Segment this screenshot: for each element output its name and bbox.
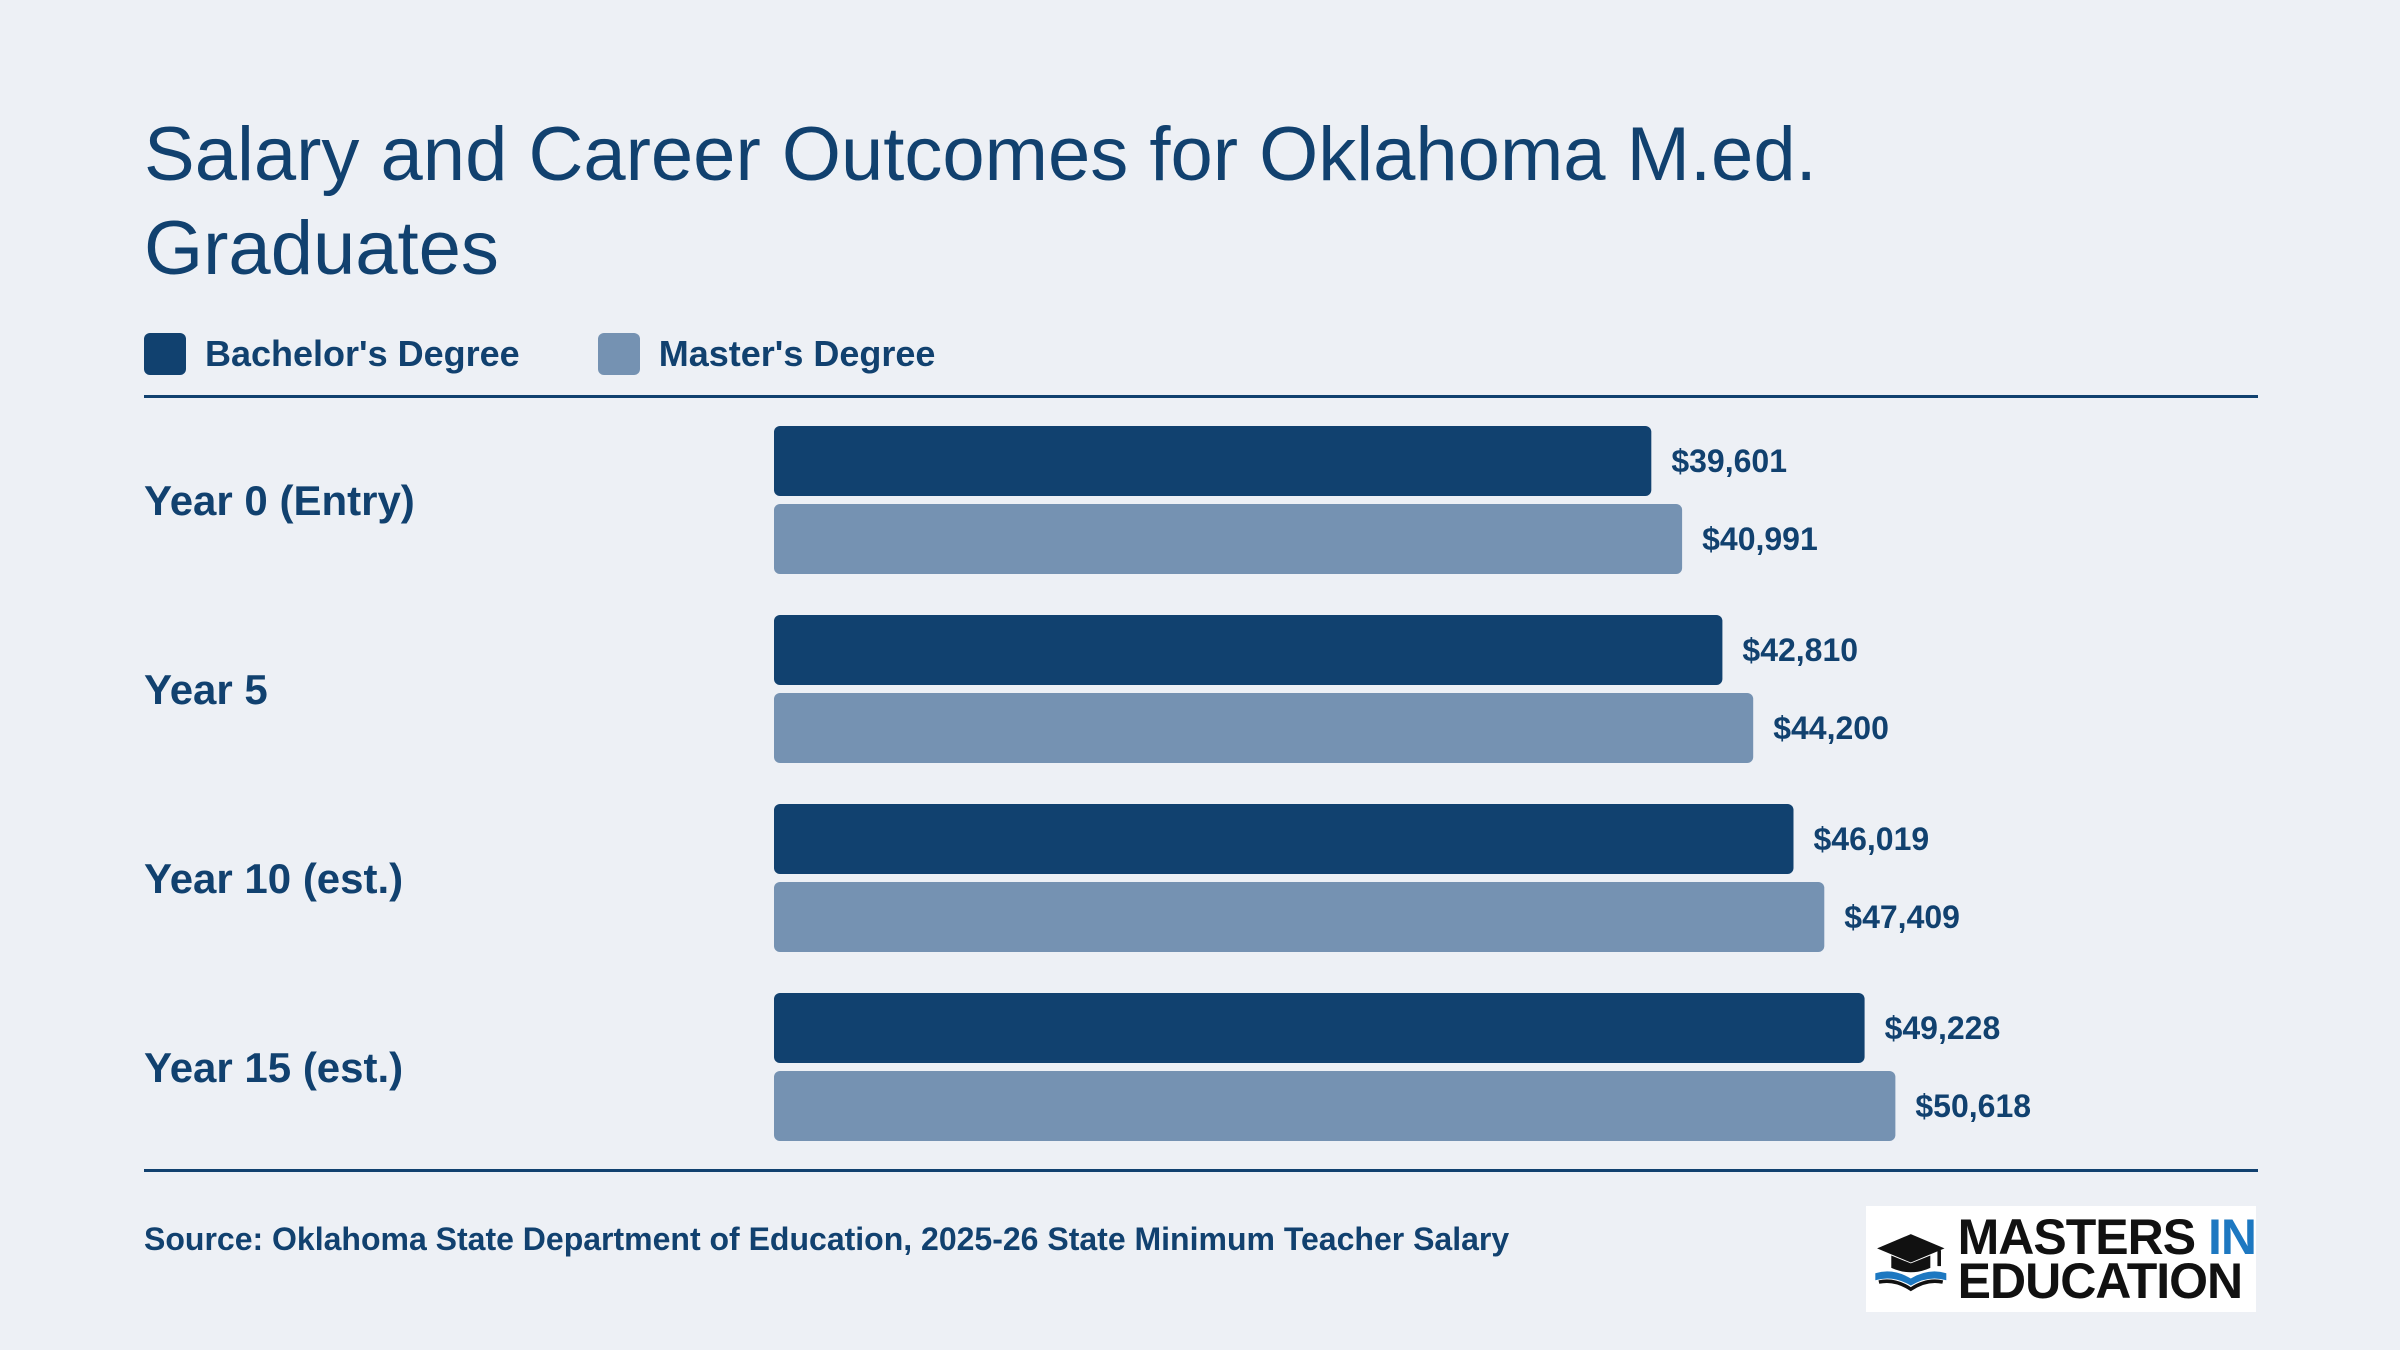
bottom-divider xyxy=(144,1169,2258,1172)
category-label-year-5: Year 5 xyxy=(144,666,268,713)
value-label-bachelor-s-degree-year-15-est: $49,228 xyxy=(1885,1010,2001,1046)
legend-item-master: Master's Degree xyxy=(597,333,936,375)
value-label-bachelor-s-degree-year-10-est: $46,019 xyxy=(1813,821,1929,857)
bar-master-s-degree-year-10-est xyxy=(774,882,1825,952)
category-label-year-0-entry: Year 0 (Entry) xyxy=(144,477,415,524)
value-label-bachelor-s-degree-year-0-entry: $39,601 xyxy=(1671,443,1787,479)
logo-word-masters: MASTERS xyxy=(1957,1209,2196,1265)
value-label-master-s-degree-year-15-est: $50,618 xyxy=(1915,1088,2031,1124)
bar-master-s-degree-year-5 xyxy=(774,693,1754,763)
masters-in-education-logo: MASTERS IN EDUCATION xyxy=(1866,1206,2257,1312)
value-label-bachelor-s-degree-year-5: $42,810 xyxy=(1742,632,1858,668)
category-label-year-10-est: Year 10 (est.) xyxy=(144,855,403,902)
bar-bachelor-s-degree-year-0-entry xyxy=(774,426,1652,496)
source-note: Source: Oklahoma State Department of Edu… xyxy=(144,1221,1510,1257)
value-label-master-s-degree-year-10-est: $47,409 xyxy=(1844,899,1960,935)
legend-item-bachelor: Bachelor's Degree xyxy=(144,333,520,375)
legend-label-bachelor: Bachelor's Degree xyxy=(205,333,520,374)
legend: Bachelor's Degree Master's Degree xyxy=(144,332,1013,376)
value-label-master-s-degree-year-5: $44,200 xyxy=(1773,710,1889,746)
legend-label-master: Master's Degree xyxy=(658,333,936,374)
graduation-cap-book-icon xyxy=(1875,1234,1947,1292)
bar-master-s-degree-year-0-entry xyxy=(774,504,1683,574)
logo-wordmark: MASTERS IN EDUCATION xyxy=(1957,1212,2257,1309)
legend-swatch-master xyxy=(597,333,640,375)
bar-master-s-degree-year-15-est xyxy=(774,1071,1896,1141)
bar-bachelor-s-degree-year-5 xyxy=(774,615,1723,685)
value-label-master-s-degree-year-0-entry: $40,991 xyxy=(1702,521,1818,557)
top-divider xyxy=(144,395,2258,398)
logo-word-education: EDUCATION xyxy=(1957,1253,2244,1309)
category-label-year-15-est: Year 15 (est.) xyxy=(144,1044,403,1091)
legend-swatch-bachelor xyxy=(144,333,186,375)
chart-title: Salary and Career Outcomes for Oklahoma … xyxy=(144,112,1817,291)
logo-word-in: IN xyxy=(2208,1209,2257,1265)
bar-bachelor-s-degree-year-10-est xyxy=(774,804,1794,874)
bar-bachelor-s-degree-year-15-est xyxy=(774,993,1865,1063)
